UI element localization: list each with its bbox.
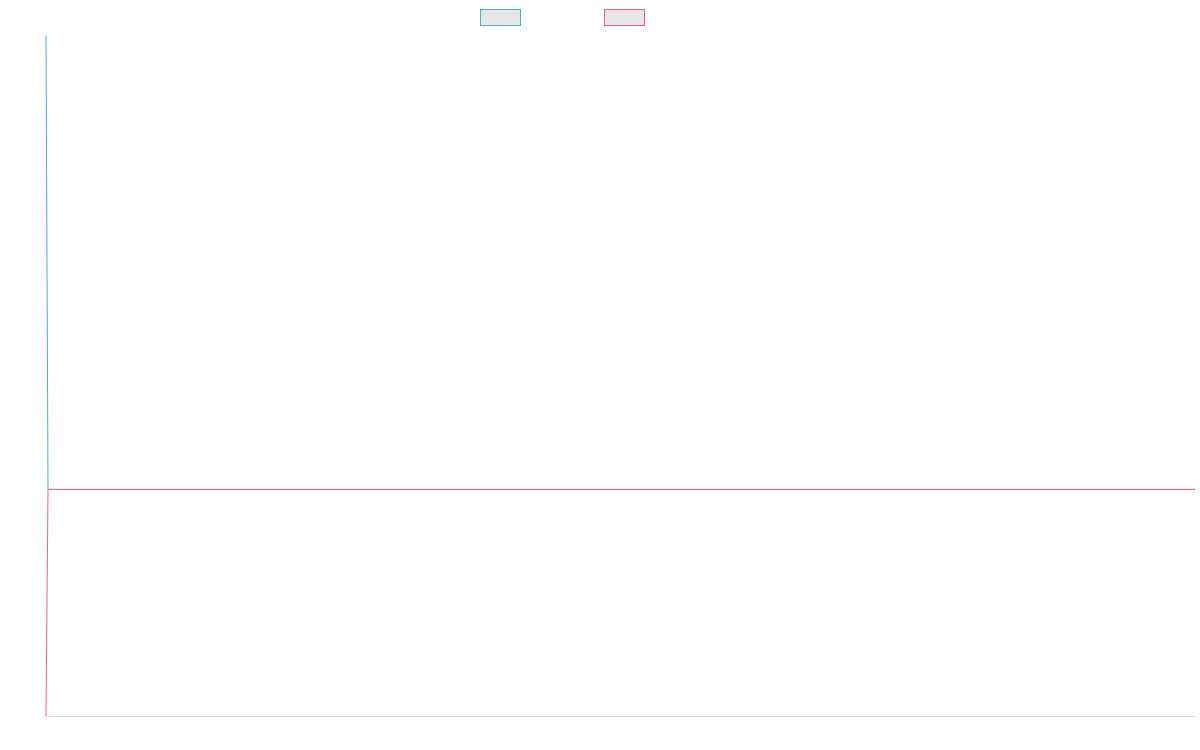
legend-swatch-1[interactable] xyxy=(480,9,521,26)
legend-item-1[interactable] xyxy=(480,9,521,26)
legend-swatch-2[interactable] xyxy=(604,9,645,26)
legend xyxy=(480,9,645,26)
series-layer xyxy=(45,35,1195,717)
series-line-1 xyxy=(45,35,1195,490)
series-line-2 xyxy=(45,488,1195,717)
legend-item-2[interactable] xyxy=(604,9,645,26)
